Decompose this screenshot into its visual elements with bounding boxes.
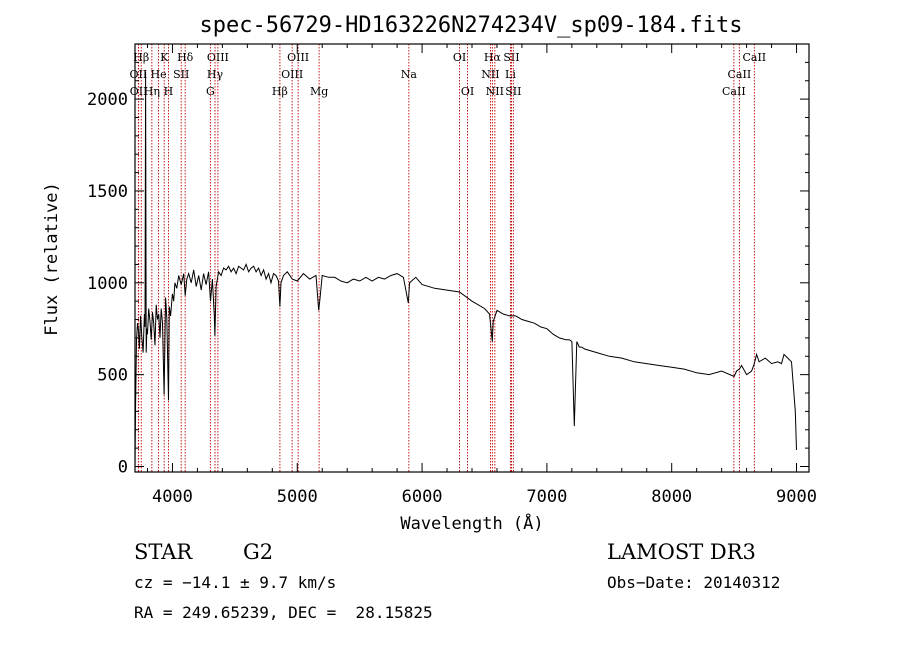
survey-name: LAMOST DR3	[607, 540, 756, 564]
plot-frame	[134, 43, 810, 473]
line-label: SII	[503, 51, 519, 64]
line-label: He	[151, 68, 167, 81]
line-label: Na	[401, 68, 418, 81]
line-label: SII	[173, 68, 189, 81]
chart-title: spec-56729-HD163226N274234V_sp09-184.fit…	[199, 13, 742, 38]
x-tick-label: 5000	[277, 487, 318, 507]
line-label: Li	[505, 68, 516, 81]
line-label: SII	[505, 85, 521, 98]
line-label: CaII	[722, 85, 746, 98]
line-label: OII	[130, 85, 148, 98]
line-label: Hγ	[207, 68, 224, 81]
line-label: CaII	[728, 68, 752, 81]
line-label: Mg	[310, 85, 328, 98]
line-label: OIII	[207, 51, 229, 64]
line-label: OI	[461, 85, 474, 98]
ra-dec: RA = 249.65239, DEC = 28.15825	[134, 603, 433, 622]
object-class: STAR	[134, 540, 193, 564]
line-label: OI	[453, 51, 466, 64]
y-axis-label: Flux (relative)	[42, 182, 62, 336]
x-axis-label: Wavelength (Å)	[400, 512, 543, 534]
axis-ticks: 4000 5000 6000 7000 8000 9000 0 500 1000 1500 2000	[87, 44, 817, 507]
y-tick-label: 500	[97, 366, 128, 386]
y-tick-label: 1000	[87, 274, 128, 294]
y-tick-label: 0	[118, 457, 128, 477]
spectrum-line	[134, 71, 797, 467]
line-label: NII	[481, 68, 499, 81]
line-label: CaII	[742, 51, 766, 64]
x-tick-label: 6000	[402, 487, 443, 507]
line-label: G	[206, 85, 215, 98]
line-label: NII	[486, 85, 504, 98]
line-label: Hδ	[177, 51, 194, 64]
y-tick-label: 2000	[87, 90, 128, 110]
line-label: Hη	[144, 85, 160, 98]
line-label: Hα	[484, 51, 502, 64]
line-label: OIII	[281, 68, 303, 81]
observation-date: Obs−Date: 20140312	[607, 573, 781, 592]
line-label: OIII	[287, 51, 309, 64]
x-tick-label: 8000	[651, 487, 692, 507]
x-tick-label: 9000	[776, 487, 817, 507]
redshift-cz: cz = −14.1 ± 9.7 km/s	[134, 573, 337, 592]
x-tick-label: 4000	[152, 487, 193, 507]
line-label: Hβ	[272, 85, 288, 98]
line-label: Hβ	[133, 51, 149, 64]
x-tick-label: 7000	[526, 487, 567, 507]
line-label: H	[164, 85, 174, 98]
y-tick-label: 1500	[87, 182, 128, 202]
spectral-subclass: G2	[243, 540, 274, 564]
line-label: K	[160, 51, 169, 64]
